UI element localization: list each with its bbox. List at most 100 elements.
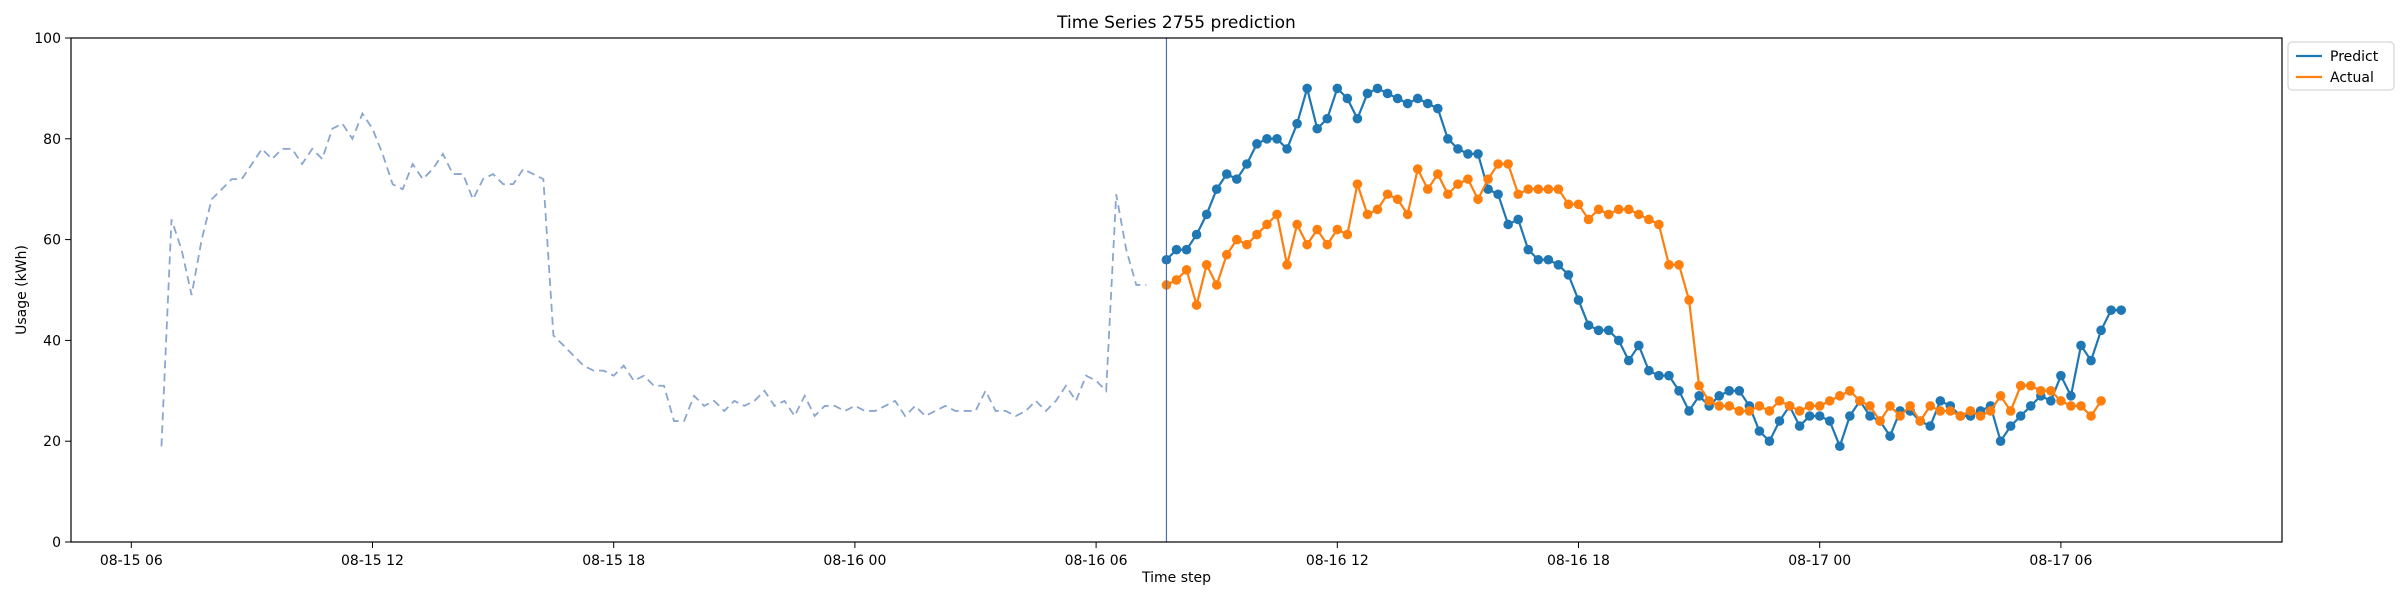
x-tick-label: 08-17 00 — [1788, 553, 1851, 569]
predict-point — [2005, 421, 2016, 431]
actual-point — [1965, 406, 1976, 416]
predict-point — [1804, 411, 1815, 421]
predict-point — [1503, 219, 1513, 230]
predict-point — [1613, 335, 1624, 346]
actual-point — [1593, 204, 1604, 215]
y-tick-label: 40 — [43, 333, 61, 349]
actual-point — [1221, 249, 1232, 260]
x-tick-label: 08-16 00 — [823, 553, 886, 569]
actual-point — [1372, 204, 1383, 215]
predict-point — [1603, 325, 1614, 336]
actual-point — [1191, 300, 1202, 310]
x-tick-label: 08-16 12 — [1306, 553, 1369, 569]
actual-point — [2036, 386, 2046, 396]
actual-point — [1644, 214, 1654, 225]
actual-point — [2005, 406, 2016, 416]
actual-point — [1433, 169, 1443, 179]
actual-point — [2086, 411, 2096, 421]
actual-point — [1332, 224, 1343, 235]
actual-point — [1885, 401, 1895, 411]
actual-point — [1171, 275, 1182, 285]
predict-point — [1352, 113, 1363, 124]
predict-point — [1523, 244, 1534, 255]
plot-frame — [70, 37, 2283, 543]
actual-point — [1503, 159, 1513, 169]
predict-series — [1161, 83, 2126, 452]
predict-point — [1824, 416, 1835, 426]
y-tick-label: 0 — [52, 535, 61, 551]
actual-point — [1473, 194, 1483, 205]
predict-point — [1262, 134, 1272, 144]
actual-point — [1684, 295, 1694, 305]
predict-point — [1694, 391, 1704, 401]
actual-point — [1744, 406, 1755, 416]
predict-point — [1453, 144, 1463, 154]
actual-point — [2015, 380, 2026, 391]
actual-point — [1865, 401, 1875, 411]
actual-point — [1583, 214, 1594, 225]
x-axis-label: Time step — [1141, 570, 1211, 586]
predict-point — [1272, 134, 1282, 144]
predict-point — [1181, 244, 1192, 255]
predict-point — [1533, 254, 1544, 265]
predict-point — [1382, 88, 1393, 99]
predict-point — [1402, 98, 1413, 109]
predict-point — [1252, 139, 1262, 149]
predict-point — [1654, 370, 1664, 381]
predict-point — [1774, 416, 1785, 426]
forecast-series-group — [1161, 83, 2126, 452]
y-tick-label: 80 — [43, 132, 61, 148]
predict-point — [1282, 144, 1292, 154]
actual-point — [1603, 209, 1614, 220]
predict-point — [1935, 396, 1946, 406]
predict-point — [1623, 355, 1634, 366]
actual-point — [1392, 194, 1403, 205]
actual-point — [1764, 406, 1775, 416]
predict-point — [2096, 325, 2106, 336]
predict-point — [1312, 123, 1322, 134]
legend-label-predict: Predict — [2330, 49, 2379, 65]
predict-point — [1232, 174, 1242, 184]
actual-point — [1734, 406, 1745, 416]
actual-point — [1181, 265, 1192, 275]
actual-point — [1272, 209, 1282, 220]
actual-point — [1704, 396, 1714, 406]
predict-point — [1995, 436, 2006, 447]
x-tick-label: 08-15 18 — [582, 553, 645, 569]
actual-point — [2096, 396, 2106, 406]
actual-point — [1664, 260, 1674, 270]
predict-point — [1422, 98, 1433, 109]
predict-point — [1684, 406, 1694, 416]
actual-point — [1382, 189, 1393, 200]
predict-point — [1433, 103, 1443, 114]
actual-point — [2066, 401, 2076, 411]
actual-point — [2025, 380, 2036, 391]
history-series — [160, 111, 1147, 447]
actual-point — [1352, 179, 1363, 189]
actual-point — [1975, 411, 1986, 421]
predict-point — [1794, 421, 1805, 431]
predict-point — [1463, 149, 1473, 159]
predict-point — [1191, 229, 1202, 240]
predict-point — [2015, 411, 2026, 421]
y-axis: 0 20 40 60 80 100 — [34, 31, 71, 551]
actual-point — [1453, 179, 1463, 189]
actual-point — [1714, 401, 1724, 411]
actual-point — [1232, 234, 1242, 245]
predict-point — [2066, 391, 2076, 401]
actual-point — [1322, 239, 1333, 250]
predict-point — [1583, 320, 1594, 331]
predict-point — [1563, 270, 1574, 280]
actual-point — [1784, 401, 1795, 411]
x-tick-label: 08-16 06 — [1065, 553, 1128, 569]
predict-point — [1714, 391, 1724, 401]
predict-point — [2025, 401, 2036, 411]
actual-point — [1654, 219, 1664, 230]
actual-series — [1161, 159, 2106, 426]
predict-point — [1342, 93, 1353, 104]
predict-point — [1493, 189, 1503, 200]
actual-point — [1895, 411, 1905, 421]
actual-point — [1905, 401, 1915, 411]
x-tick-label: 08-16 18 — [1547, 553, 1610, 569]
predict-point — [1573, 295, 1584, 305]
